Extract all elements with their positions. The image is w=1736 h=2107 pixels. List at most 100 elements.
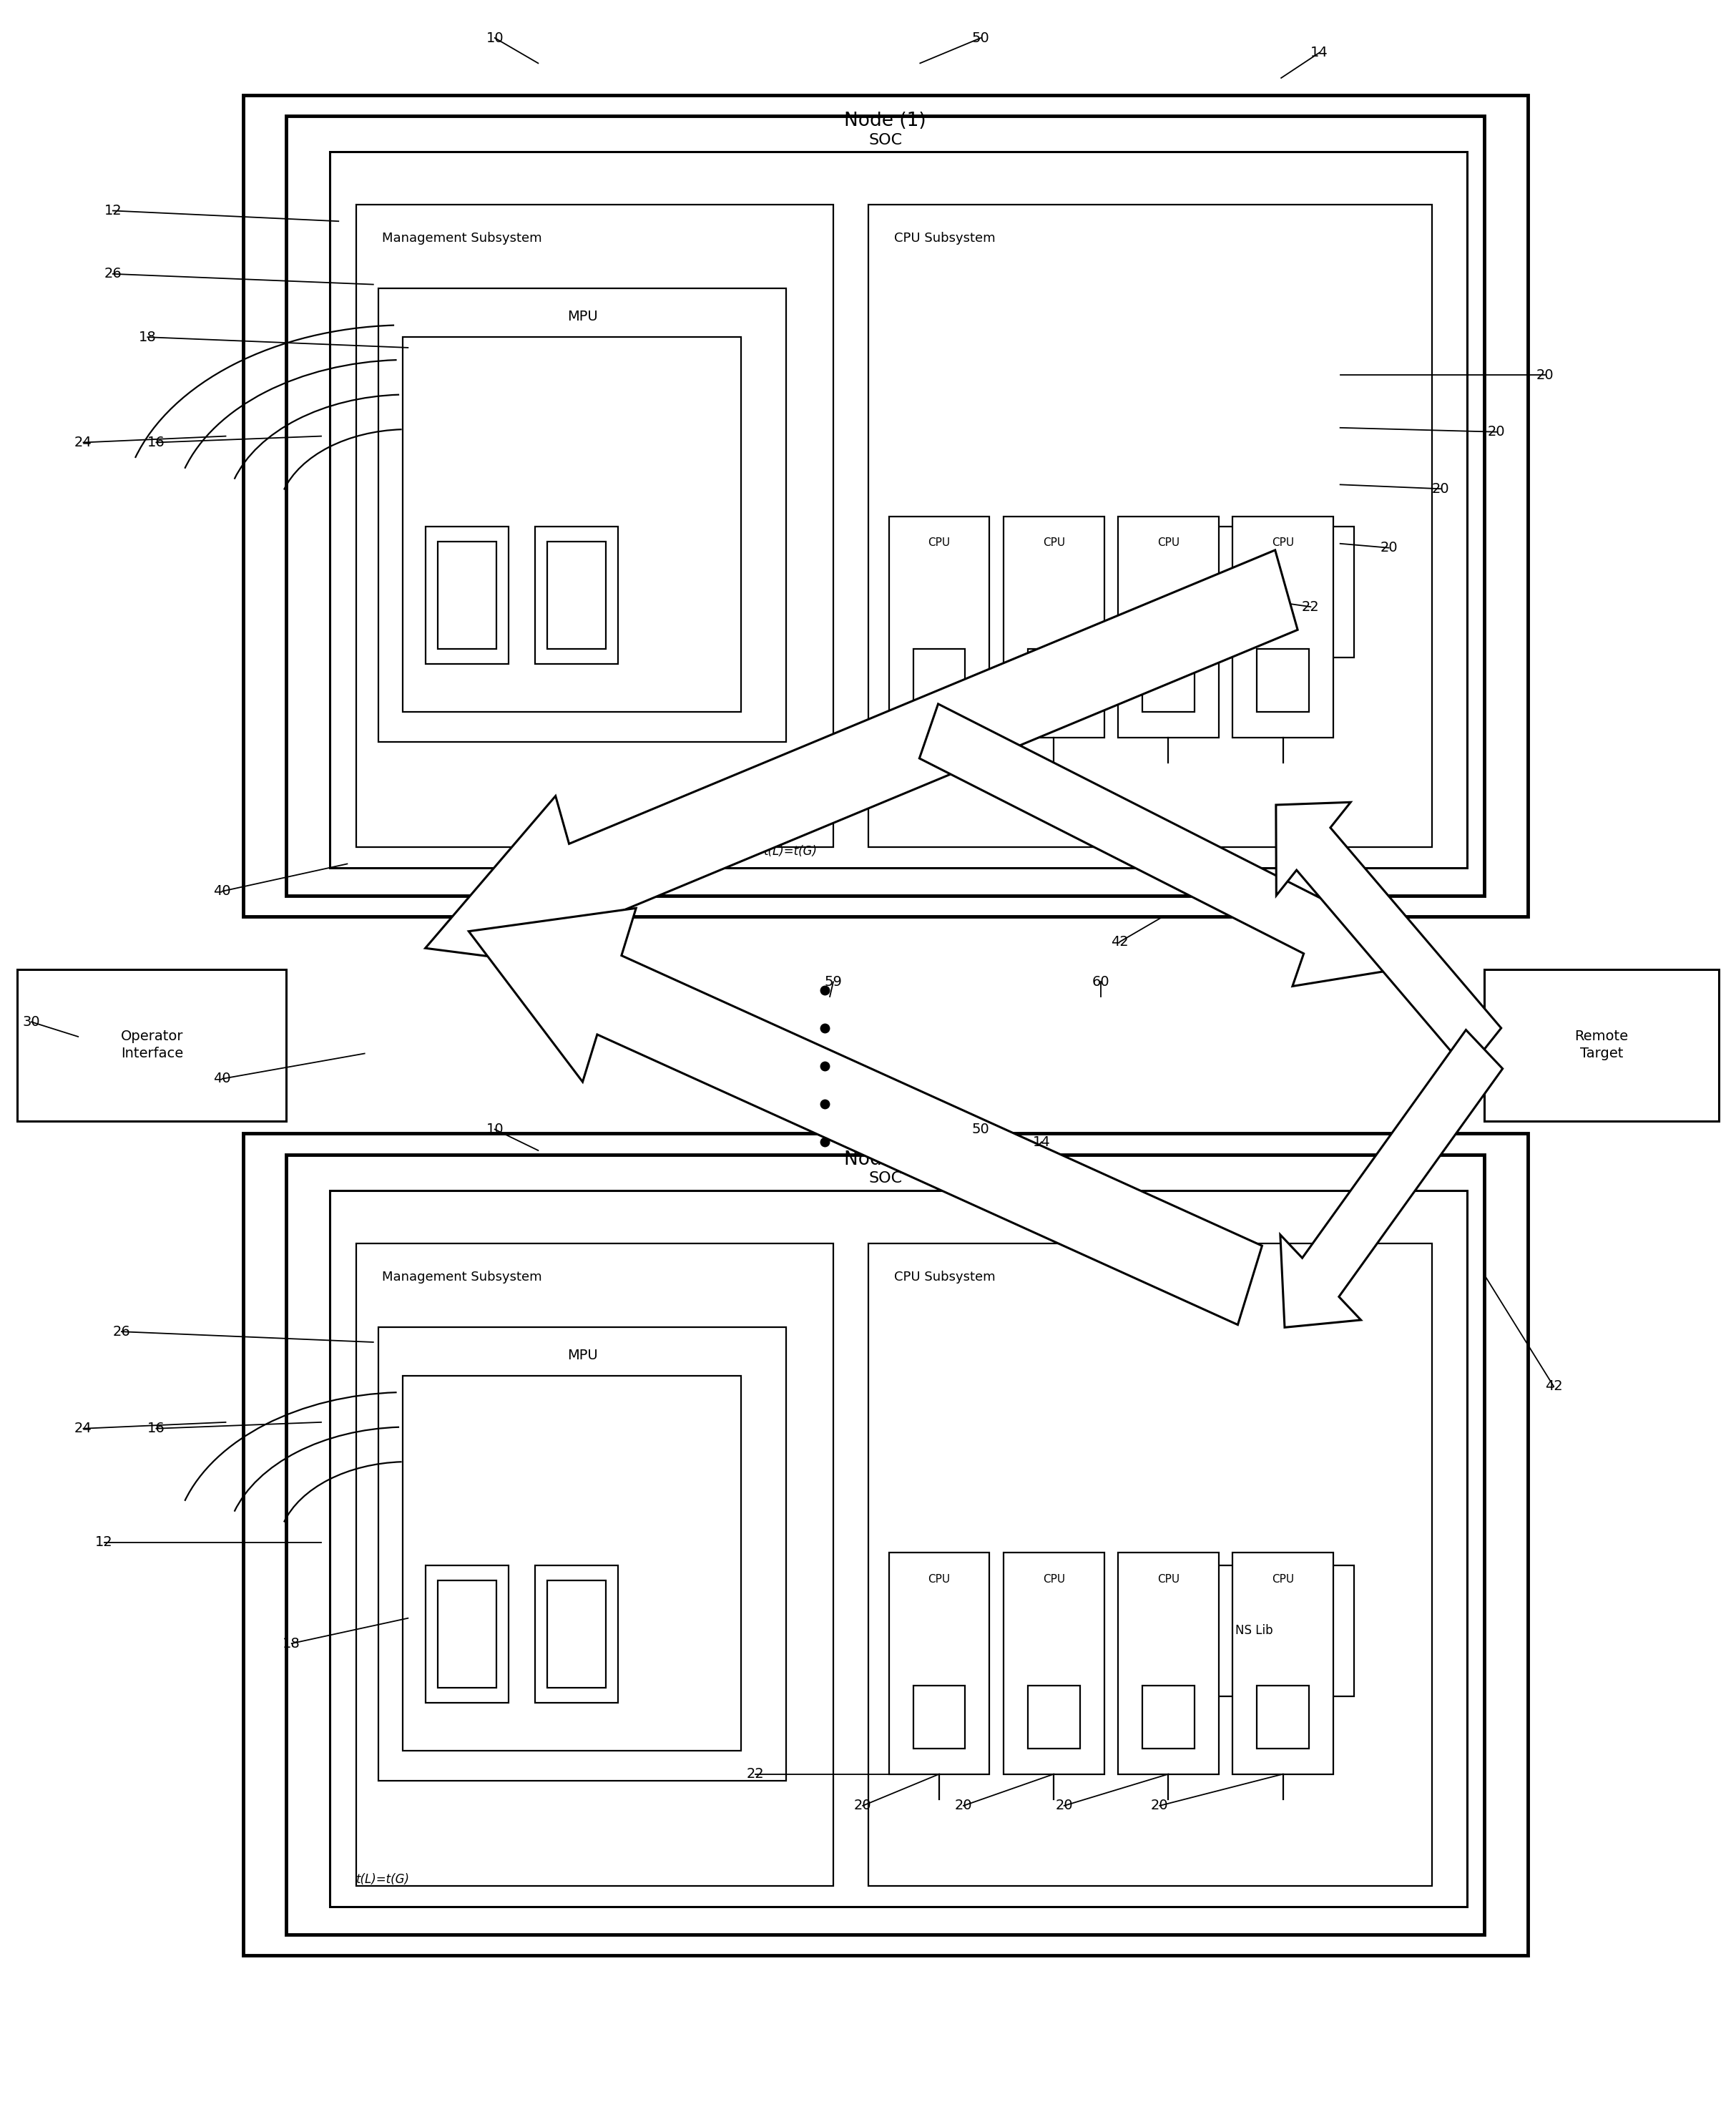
Bar	[378, 289, 786, 742]
Text: NS Lib: NS Lib	[1236, 586, 1272, 598]
Bar	[868, 1243, 1432, 1886]
Text: 10: 10	[486, 32, 503, 44]
Bar	[356, 204, 833, 847]
Bar	[437, 541, 496, 649]
Bar	[17, 969, 286, 1121]
Bar	[425, 527, 509, 664]
Text: 26: 26	[104, 268, 122, 280]
Bar	[1142, 1686, 1194, 1749]
Bar	[547, 541, 606, 649]
FancyArrow shape	[425, 550, 1297, 971]
Bar	[437, 1580, 496, 1688]
Text: t(L)=t(G): t(L)=t(G)	[764, 845, 818, 858]
Bar	[913, 649, 965, 712]
Text: Management Subsystem: Management Subsystem	[382, 1271, 542, 1283]
Bar	[403, 1376, 741, 1751]
FancyArrow shape	[469, 908, 1262, 1325]
Text: SOC: SOC	[868, 1171, 903, 1186]
Text: 60: 60	[1092, 976, 1109, 988]
Bar	[1118, 516, 1219, 737]
Bar	[1257, 649, 1309, 712]
Text: SOC: SOC	[868, 133, 903, 147]
Bar	[378, 1327, 786, 1780]
Text: 12: 12	[104, 204, 122, 217]
Bar	[1118, 1553, 1219, 1774]
Text: CPU: CPU	[929, 537, 950, 548]
Bar	[425, 1566, 509, 1702]
Text: 20: 20	[1432, 483, 1450, 495]
Text: CPU: CPU	[929, 1574, 950, 1584]
Text: 50: 50	[972, 32, 990, 44]
Text: t(L)=t(G): t(L)=t(G)	[356, 1873, 410, 1886]
Bar	[403, 337, 741, 712]
Text: CPU: CPU	[1043, 1574, 1064, 1584]
Bar	[547, 1580, 606, 1688]
Text: Node (n): Node (n)	[844, 1150, 927, 1169]
Text: Management Subsystem: Management Subsystem	[382, 232, 542, 244]
Text: 14: 14	[1033, 1136, 1050, 1148]
Bar	[868, 204, 1432, 847]
Bar	[1142, 649, 1194, 712]
Bar	[535, 527, 618, 664]
Text: Node (1): Node (1)	[844, 112, 927, 131]
Text: NS Lib: NS Lib	[1236, 1624, 1272, 1637]
Text: CPU: CPU	[1158, 537, 1179, 548]
Bar	[1003, 1553, 1104, 1774]
FancyArrow shape	[1279, 1030, 1503, 1327]
Text: 24: 24	[75, 1422, 92, 1435]
FancyArrow shape	[920, 704, 1397, 986]
Text: 20: 20	[955, 1799, 972, 1812]
Text: 18: 18	[139, 331, 156, 343]
Bar	[330, 152, 1467, 868]
Text: 40: 40	[214, 885, 231, 898]
Text: 20: 20	[854, 1799, 871, 1812]
FancyArrow shape	[1276, 803, 1502, 1070]
Text: 18: 18	[283, 1637, 300, 1650]
Bar	[1154, 527, 1354, 657]
Text: 20: 20	[1536, 369, 1554, 381]
Text: CPU: CPU	[1043, 537, 1064, 548]
Bar	[243, 95, 1528, 917]
Bar	[1003, 516, 1104, 737]
Text: CPU: CPU	[1272, 1574, 1293, 1584]
Text: 10: 10	[486, 1123, 503, 1136]
Bar	[286, 1155, 1484, 1934]
Text: CPU Subsystem: CPU Subsystem	[894, 232, 995, 244]
Bar	[1028, 649, 1080, 712]
Text: 22: 22	[1302, 600, 1319, 613]
Text: 50: 50	[972, 1123, 990, 1136]
Bar	[1154, 1566, 1354, 1696]
Text: 22: 22	[746, 1768, 764, 1780]
Text: MPU: MPU	[568, 310, 597, 322]
Text: 16: 16	[148, 1422, 165, 1435]
Text: 16: 16	[148, 436, 165, 449]
Text: CPU: CPU	[1272, 537, 1293, 548]
Bar	[889, 1553, 990, 1774]
Text: 26: 26	[113, 1325, 130, 1338]
Bar	[1233, 516, 1333, 737]
Text: 14: 14	[1311, 46, 1328, 59]
Text: 24: 24	[75, 436, 92, 449]
Bar	[1257, 1686, 1309, 1749]
Bar	[286, 116, 1484, 895]
Bar	[535, 1566, 618, 1702]
Text: 40: 40	[214, 1072, 231, 1085]
Bar	[356, 1243, 833, 1886]
Text: 42: 42	[1545, 1380, 1562, 1393]
Text: 59: 59	[825, 976, 842, 988]
Text: 20: 20	[1151, 1799, 1168, 1812]
Text: Operator
Interface: Operator Interface	[120, 1030, 184, 1060]
Text: 30: 30	[23, 1016, 40, 1028]
Bar	[1233, 1553, 1333, 1774]
Bar	[330, 1190, 1467, 1907]
Text: CPU Subsystem: CPU Subsystem	[894, 1271, 995, 1283]
Text: 20: 20	[1055, 1799, 1073, 1812]
Text: 42: 42	[1111, 936, 1128, 948]
Bar	[1484, 969, 1719, 1121]
Text: 20: 20	[1380, 541, 1397, 554]
Bar	[1028, 1686, 1080, 1749]
Text: Remote
Target: Remote Target	[1575, 1030, 1628, 1060]
Text: CPU: CPU	[1158, 1574, 1179, 1584]
Bar	[889, 516, 990, 737]
Text: 12: 12	[95, 1536, 113, 1549]
